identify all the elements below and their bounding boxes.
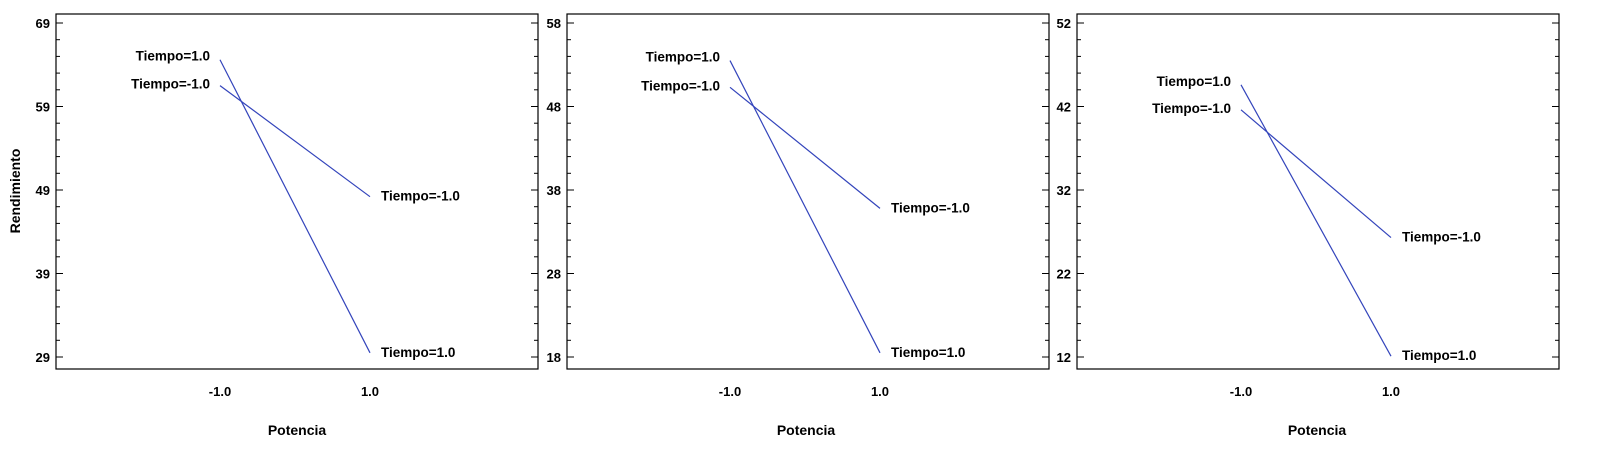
series-label-left: Tiempo=1.0 <box>136 49 210 64</box>
series-label-right: Tiempo=1.0 <box>891 345 965 360</box>
chart-panel: 29 39 49 59 69 -1.0 1.0 Potencia Tiempo=1.0 Tiemp… <box>36 13 539 438</box>
x-tick-label: -1.0 <box>719 384 741 399</box>
x-tick-label: 1.0 <box>871 384 889 399</box>
y-tick-label: 28 <box>547 267 561 282</box>
series-label-right: Tiempo=-1.0 <box>891 200 970 215</box>
y-tick-label: 18 <box>547 350 561 365</box>
series-label-right: Tiempo=-1.0 <box>1402 230 1481 245</box>
y-tick-label: 48 <box>547 100 561 115</box>
y-tick-label: 42 <box>1057 100 1071 115</box>
y-tick-label: 22 <box>1057 267 1071 282</box>
y-tick-label: 52 <box>1057 16 1071 31</box>
x-tick-label: -1.0 <box>1230 384 1252 399</box>
series-line <box>219 59 371 354</box>
x-axis-title: Potencia <box>1288 422 1347 438</box>
y-tick-label: 69 <box>36 16 50 31</box>
x-tick-label: 1.0 <box>361 384 379 399</box>
x-tick-label: -1.0 <box>209 384 231 399</box>
series-label-right: Tiempo=1.0 <box>1402 348 1476 363</box>
y-tick-label: 59 <box>36 100 50 115</box>
series-label-right: Tiempo=-1.0 <box>381 189 460 204</box>
y-tick-label: 49 <box>36 183 50 198</box>
chart-panel: 18 28 38 48 58 -1.0 1.0 Potencia Tiempo=1.0 Tiemp… <box>547 13 1050 438</box>
series-line <box>729 86 881 209</box>
y-tick-label: 58 <box>547 16 561 31</box>
series-label-left: Tiempo=1.0 <box>1157 74 1231 89</box>
series-line <box>729 60 881 354</box>
y-tick-label: 29 <box>36 350 50 365</box>
x-axis-title: Potencia <box>268 422 327 438</box>
plot-frame <box>1076 13 1560 370</box>
series-label-right: Tiempo=1.0 <box>381 345 455 360</box>
y-tick-label: 32 <box>1057 183 1071 198</box>
series-label-left: Tiempo=1.0 <box>646 50 720 65</box>
series-label-left: Tiempo=-1.0 <box>131 77 210 92</box>
plot-frame <box>55 13 539 370</box>
chart-panel: 12 22 32 42 52 -1.0 1.0 Potencia Tiempo=1.0 Tiemp… <box>1057 13 1560 438</box>
x-axis-title: Potencia <box>777 422 836 438</box>
series-label-left: Tiempo=-1.0 <box>1152 101 1231 116</box>
series-line <box>1240 109 1392 239</box>
y-tick-label: 39 <box>36 267 50 282</box>
x-tick-label: 1.0 <box>1382 384 1400 399</box>
series-line <box>219 85 371 198</box>
series-line <box>1240 84 1392 357</box>
y-tick-label: 12 <box>1057 350 1071 365</box>
plot-frame <box>566 13 1050 370</box>
series-label-left: Tiempo=-1.0 <box>641 78 720 93</box>
y-tick-label: 38 <box>547 183 561 198</box>
y-axis-title: Rendimiento <box>7 149 23 234</box>
